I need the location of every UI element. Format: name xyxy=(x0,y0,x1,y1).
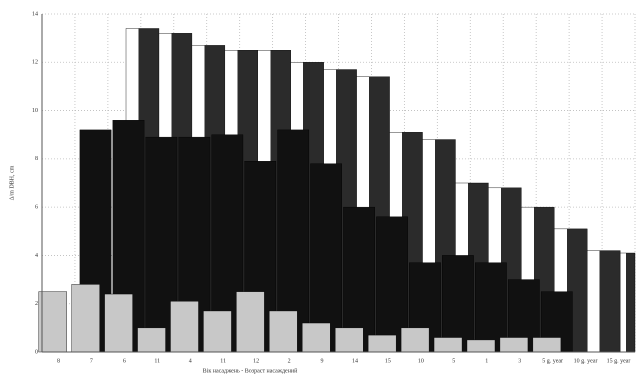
x-tick-label: 9 xyxy=(321,358,324,364)
bar xyxy=(38,291,67,353)
bar xyxy=(203,310,232,353)
y-tick-label: 2 xyxy=(35,301,38,307)
bar xyxy=(302,322,331,353)
bar xyxy=(367,334,397,353)
bar xyxy=(532,337,562,353)
y-tick-label: 12 xyxy=(32,60,38,66)
x-tick-label: 11 xyxy=(220,358,226,364)
marks xyxy=(38,28,636,353)
bar xyxy=(433,337,463,353)
x-tick-label: 10 g. year xyxy=(574,358,598,364)
bar xyxy=(499,337,529,353)
x-tick-label: 10 xyxy=(418,358,424,364)
bar xyxy=(236,291,265,353)
x-tick-label: 6 xyxy=(123,358,126,364)
y-tick-label: 4 xyxy=(35,253,38,259)
x-tick-label: 1 xyxy=(485,358,488,364)
bar xyxy=(269,310,298,353)
bar xyxy=(466,339,496,353)
x-tick-label: 8 xyxy=(57,358,60,364)
x-axis-label: Вік насаджень - Возраст насаждений xyxy=(203,367,298,374)
y-axis-label: Δ/m DBH, cm xyxy=(9,165,15,200)
x-tick-label: 11 xyxy=(154,358,160,364)
y-tick-label: 6 xyxy=(35,205,38,211)
bar xyxy=(71,284,100,353)
bar xyxy=(619,252,636,353)
bar xyxy=(400,327,430,353)
x-tick-label: 5 g. year xyxy=(542,358,563,364)
x-tick-label: 4 xyxy=(189,358,192,364)
y-tick-label: 0 xyxy=(35,349,38,355)
bar xyxy=(137,327,166,353)
x-tick-label: 7 xyxy=(90,358,93,364)
x-tick-label: 15 xyxy=(385,358,391,364)
x-tick-label: 12 xyxy=(253,358,259,364)
bar xyxy=(170,301,199,353)
bar xyxy=(310,163,342,353)
bar xyxy=(104,293,133,353)
x-tick-label: 14 xyxy=(352,358,358,364)
y-tick-label: 14 xyxy=(32,11,38,17)
x-tick-label: 3 xyxy=(518,358,521,364)
y-tick-label: 8 xyxy=(35,156,38,162)
x-tick-label: 2 xyxy=(288,358,291,364)
bar xyxy=(475,262,507,353)
x-tick-label: 15 g. year xyxy=(607,358,631,364)
x-tick-label: 5 xyxy=(452,358,455,364)
bar xyxy=(442,255,474,353)
bar xyxy=(587,250,621,353)
y-tick-label: 10 xyxy=(32,108,38,114)
bar xyxy=(335,327,364,353)
